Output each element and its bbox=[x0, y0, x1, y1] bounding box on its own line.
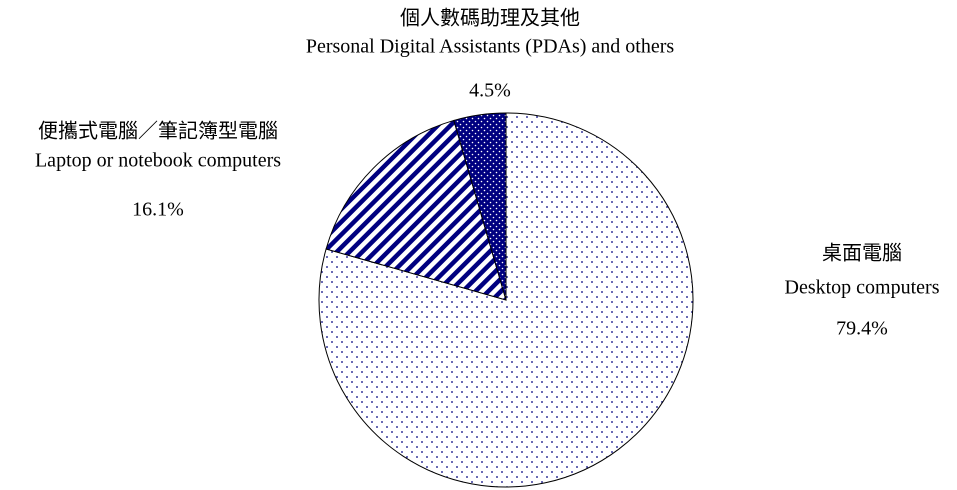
slice-label: 便攜式電腦／筆記簿型電腦 bbox=[38, 120, 278, 143]
value-label: 79.4% bbox=[836, 318, 888, 340]
slice-label: Desktop computers bbox=[785, 277, 940, 299]
slice-label: 桌面電腦 bbox=[822, 242, 902, 265]
slice-label: Personal Digital Assistants (PDAs) and o… bbox=[306, 36, 675, 58]
value-label: 16.1% bbox=[132, 199, 184, 221]
slice-label: 個人數碼助理及其他 bbox=[400, 7, 580, 30]
slice-label: Laptop or notebook computers bbox=[35, 150, 281, 172]
value-label: 4.5% bbox=[469, 80, 511, 102]
pie-slice bbox=[453, 112, 507, 301]
pie-slice bbox=[325, 119, 507, 301]
